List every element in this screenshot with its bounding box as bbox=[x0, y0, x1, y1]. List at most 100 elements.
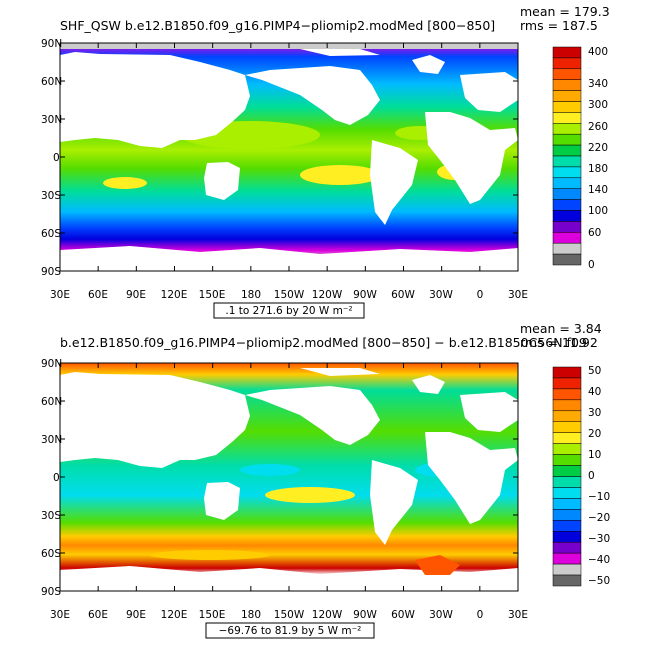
colorbar-swatch bbox=[552, 541, 582, 554]
panel-1-map bbox=[59, 42, 519, 272]
colorbar-swatch bbox=[552, 210, 582, 222]
colorbar-label: 140 bbox=[588, 184, 608, 196]
colorbar-swatch bbox=[552, 509, 582, 521]
panel-2-mean: mean = 3.84 bbox=[520, 321, 602, 336]
panel-2-colorbar bbox=[552, 366, 582, 587]
colorbar-label: 20 bbox=[588, 428, 601, 440]
panel-1-rms: rms = 187.5 bbox=[520, 18, 598, 33]
colorbar-swatch bbox=[552, 399, 582, 412]
lat-label: 90N bbox=[41, 38, 62, 50]
lon-label: 60E bbox=[88, 289, 108, 301]
lon-label: 30E bbox=[508, 609, 528, 621]
lat-label: 30S bbox=[41, 510, 61, 522]
lon-label: 150W bbox=[274, 609, 305, 621]
lon-label: 60E bbox=[88, 609, 108, 621]
lon-label: 30E bbox=[508, 289, 528, 301]
panel-1: SHF_QSW b.e12.B1850.f09_g16.PIMP4−pliomi… bbox=[41, 4, 610, 319]
colorbar-label: −10 bbox=[588, 491, 610, 503]
colorbar-label: 10 bbox=[588, 449, 601, 461]
colorbar-swatch bbox=[552, 487, 582, 499]
lat-label: 0 bbox=[53, 152, 60, 164]
lon-label: 120W bbox=[312, 289, 343, 301]
lon-label: 120W bbox=[312, 609, 343, 621]
colorbar-label: 0 bbox=[588, 259, 595, 271]
colorbar-label: 300 bbox=[588, 99, 608, 111]
lon-label: 60W bbox=[391, 609, 415, 621]
lon-label: 60W bbox=[391, 289, 415, 301]
colorbar-swatch bbox=[552, 155, 582, 168]
lat-label: 60N bbox=[41, 76, 62, 88]
panel-1-title: SHF_QSW b.e12.B1850.f09_g16.PIMP4−pliomi… bbox=[60, 18, 495, 33]
colorbar-label: 400 bbox=[588, 46, 608, 58]
colorbar-swatch bbox=[552, 199, 582, 211]
colorbar-swatch bbox=[552, 465, 582, 477]
lat-label: 30N bbox=[41, 114, 62, 126]
colorbar-swatch bbox=[552, 57, 582, 70]
colorbar-swatch bbox=[552, 221, 582, 233]
colorbar-swatch bbox=[552, 232, 582, 244]
lat-label: 90S bbox=[41, 586, 61, 598]
panel-2-title: b.e12.B1850.f09_g16.PIMP4−pliomip2.modMe… bbox=[60, 335, 587, 350]
colorbar-label: 30 bbox=[588, 407, 601, 419]
lon-label: 30E bbox=[50, 289, 70, 301]
panel-2-lat-axis: 90N 60N 30N 0 30S 60S 90S bbox=[41, 358, 62, 598]
colorbar-swatch bbox=[552, 112, 582, 124]
panel-1-ticks bbox=[59, 42, 519, 272]
colorbar-swatch bbox=[552, 46, 582, 59]
colorbar-label: −50 bbox=[588, 575, 610, 587]
lon-label: 90E bbox=[126, 289, 146, 301]
colorbar-swatch bbox=[552, 101, 582, 113]
colorbar-swatch bbox=[552, 188, 582, 200]
lon-label: 150E bbox=[199, 289, 226, 301]
colorbar-swatch bbox=[552, 177, 582, 189]
panel-1-lon-axis: 30E 60E 90E 120E 150E 180 150W 120W 90W … bbox=[50, 289, 528, 301]
colorbar-swatch bbox=[552, 563, 582, 576]
colorbar-swatch bbox=[552, 123, 582, 135]
panel-2-map bbox=[59, 362, 519, 592]
colorbar-label: 220 bbox=[588, 142, 608, 154]
panel-2: b.e12.B1850.f09_g16.PIMP4−pliomip2.modMe… bbox=[41, 321, 610, 639]
lat-label: 60N bbox=[41, 396, 62, 408]
colorbar-swatch bbox=[552, 68, 582, 80]
lat-label: 60S bbox=[41, 228, 61, 240]
colorbar-swatch bbox=[552, 421, 582, 433]
colorbar-label: −30 bbox=[588, 533, 610, 545]
colorbar-swatch bbox=[552, 574, 582, 587]
colorbar-label: 50 bbox=[588, 365, 601, 377]
colorbar-swatch bbox=[552, 366, 582, 379]
panel-1-lat-axis: 90N 60N 30N 0 30S 60S 90S bbox=[41, 38, 62, 278]
colorbar-swatch bbox=[552, 432, 582, 444]
colorbar-label: 260 bbox=[588, 121, 608, 133]
colorbar-swatch bbox=[552, 531, 582, 543]
colorbar-label: 0 bbox=[588, 470, 595, 482]
lon-label: 90W bbox=[353, 609, 377, 621]
panel-1-colorbar-labels: 400 340 300 260 220 180 140 100 60 0 bbox=[588, 46, 608, 271]
lon-label: 120E bbox=[161, 609, 188, 621]
lat-label: 60S bbox=[41, 548, 61, 560]
colorbar-swatch bbox=[552, 388, 582, 401]
colorbar-swatch bbox=[552, 144, 582, 157]
lon-label: 90W bbox=[353, 289, 377, 301]
colorbar-label: −40 bbox=[588, 554, 610, 566]
panel-2-ticks bbox=[59, 362, 519, 592]
colorbar-swatch bbox=[552, 79, 582, 91]
colorbar-swatch bbox=[552, 377, 582, 390]
colorbar-swatch bbox=[552, 410, 582, 422]
colorbar-swatch bbox=[552, 520, 582, 532]
colorbar-swatch bbox=[552, 253, 582, 266]
colorbar-swatch bbox=[552, 242, 582, 255]
lat-label: 30N bbox=[41, 434, 62, 446]
lon-label: 120E bbox=[161, 289, 188, 301]
panel-1-colorbar bbox=[552, 46, 582, 266]
colorbar-label: 340 bbox=[588, 78, 608, 90]
lon-label: 180 bbox=[241, 289, 261, 301]
colorbar-swatch bbox=[552, 476, 582, 488]
lat-label: 30S bbox=[41, 190, 61, 202]
colorbar-swatch bbox=[552, 133, 582, 146]
panel-2-colorbar-labels: 50 40 30 20 10 0 −10 −20 −30 −40 −50 bbox=[588, 365, 610, 587]
colorbar-swatch bbox=[552, 498, 582, 510]
colorbar-label: 40 bbox=[588, 386, 601, 398]
colorbar-swatch bbox=[552, 443, 582, 455]
panel-2-range-label: −69.76 to 81.9 by 5 W m⁻² bbox=[219, 625, 362, 637]
